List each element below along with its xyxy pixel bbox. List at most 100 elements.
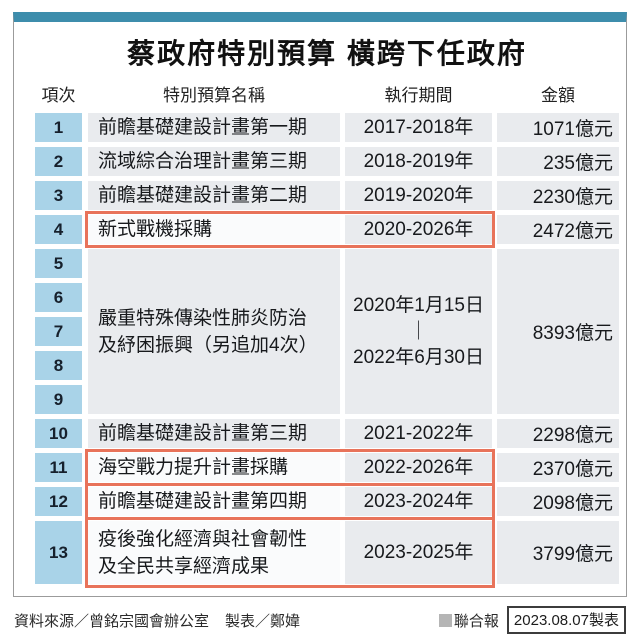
- name-period-group: 前瞻基礎建設計畫第三期 2021-2022年: [88, 419, 492, 448]
- table-row: 12 前瞻基礎建設計畫第四期 2023-2024年 2098億元: [35, 483, 619, 520]
- budget-name-line: 前瞻基礎建設計畫第四期: [98, 491, 308, 512]
- execution-period-line: 2020年1月15日: [353, 294, 484, 316]
- budget-name-line: 及紓困振興（另追加4次）: [98, 334, 318, 356]
- name-period-group: 新式戰機採購 2020-2026年: [85, 211, 495, 248]
- row-number-cell: 9: [35, 385, 82, 414]
- table-row: 13 疫後強化經濟與社會韌性 及全民共享經濟成果 2023-2025年 3799億元: [35, 517, 619, 588]
- row-number-column: 3: [35, 181, 82, 210]
- table-row: 5 6 7 8 9 嚴重特殊傳染性肺炎防治 及紓困振興（另追加4次） 2020年1月15日｜ 2…: [35, 249, 619, 414]
- budget-name-line: 嚴重特殊傳染性肺炎防治: [98, 307, 308, 329]
- header-execution-period: 執行期間: [384, 86, 453, 105]
- budget-name-cell: 前瞻基礎建設計畫第三期: [88, 419, 340, 448]
- table-row: 3 前瞻基礎建設計畫第二期 2019-2020年 2230億元: [35, 181, 619, 210]
- header-budget-name: 特別預算名稱: [163, 86, 265, 105]
- name-period-group: 流域綜合治理計畫第三期 2018-2019年: [88, 147, 492, 176]
- brand-name: 聯合報: [453, 612, 499, 630]
- budget-name-cell: 流域綜合治理計畫第三期: [88, 147, 340, 176]
- budget-name-line: 前瞻基礎建設計畫第二期: [98, 185, 308, 206]
- execution-period-line: 2019-2020年: [363, 184, 474, 206]
- row-number-column: 4: [35, 215, 82, 244]
- execution-period-cell: 2021-2022年: [345, 419, 492, 448]
- date-box: 2023.08.07製表: [506, 606, 626, 634]
- name-period-group: 疫後強化經濟與社會韌性 及全民共享經濟成果 2023-2025年: [85, 517, 495, 588]
- name-period-group: 前瞻基礎建設計畫第二期 2019-2020年: [88, 181, 492, 210]
- budget-name-cell: 前瞻基礎建設計畫第一期: [88, 113, 340, 142]
- execution-period-cell: 2022-2026年: [345, 453, 492, 482]
- row-number-column: 5 6 7 8 9: [35, 249, 82, 414]
- table-row: 2 流域綜合治理計畫第三期 2018-2019年 235億元: [35, 147, 619, 176]
- execution-period-cell: 2023-2024年: [345, 487, 492, 516]
- header-amount: 金額: [541, 86, 575, 105]
- amount-cell: 8393億元: [497, 249, 619, 414]
- amount-cell: 2098億元: [497, 487, 619, 516]
- amount-cell: 2472億元: [497, 215, 619, 244]
- row-number-cell: 2: [35, 147, 82, 176]
- execution-period-line: 2020-2026年: [363, 218, 474, 240]
- budget-name-line: 疫後強化經濟與社會韌性: [98, 528, 308, 550]
- execution-period-cell: 2018-2019年: [345, 147, 492, 176]
- execution-period-cell: 2023-2025年: [345, 521, 492, 584]
- row-number-column: 1: [35, 113, 82, 142]
- execution-period-cell: 2020-2026年: [345, 215, 492, 244]
- row-number-cell: 3: [35, 181, 82, 210]
- budget-name-cell: 嚴重特殊傳染性肺炎防治 及紓困振興（另追加4次）: [88, 249, 340, 414]
- name-period-group: 海空戰力提升計畫採購 2022-2026年: [85, 449, 495, 486]
- execution-period-line: 2023-2024年: [363, 490, 474, 512]
- execution-period-line: 2022-2026年: [363, 456, 474, 478]
- execution-period-line: 2018-2019年: [363, 150, 474, 172]
- execution-period-line: 2023-2025年: [363, 541, 474, 563]
- execution-period-line: 2017-2018年: [363, 116, 474, 138]
- row-number-cell: 7: [35, 317, 82, 346]
- amount-cell: 1071億元: [497, 113, 619, 142]
- name-period-group: 前瞻基礎建設計畫第一期 2017-2018年: [88, 113, 492, 142]
- budget-name-line: 海空戰力提升計畫採購: [98, 457, 289, 478]
- budget-name-cell: 新式戰機採購: [88, 215, 340, 244]
- budget-name-line: 新式戰機採購: [98, 219, 213, 240]
- execution-period-cell: 2020年1月15日 ｜ 2022年6月30日: [345, 249, 492, 414]
- table-row: 1 前瞻基礎建設計畫第一期 2017-2018年 1071億元: [35, 113, 619, 142]
- amount-cell: 2298億元: [497, 419, 619, 448]
- maker-text: 製表／鄭媁: [225, 612, 301, 630]
- row-number-cell: 11: [35, 453, 82, 482]
- execution-period-line: 2022年6月30日: [353, 346, 484, 368]
- row-number-cell: 13: [35, 521, 82, 584]
- amount-cell: 2230億元: [497, 181, 619, 210]
- row-number-column: 10: [35, 419, 82, 448]
- budget-name-line: 前瞻基礎建設計畫第三期: [98, 423, 308, 444]
- infographic-page: 蔡政府特別預算 橫跨下任政府 項次 特別預算名稱 執行期間 金額 1 前瞻基礎建設…: [13, 12, 627, 634]
- header-item-number: 項次: [41, 86, 76, 105]
- budget-name-cell: 前瞻基礎建設計畫第四期: [88, 487, 340, 516]
- row-number-cell: 5: [35, 249, 82, 278]
- budget-name-cell: 海空戰力提升計畫採購: [88, 453, 340, 482]
- budget-name-line: 及全民共享經濟成果: [98, 555, 270, 577]
- page-title: 蔡政府特別預算 橫跨下任政府: [127, 38, 527, 69]
- row-number-cell: 8: [35, 351, 82, 380]
- table-row: 10 前瞻基礎建設計畫第三期 2021-2022年 2298億元: [35, 419, 619, 448]
- table-header-row: 項次 特別預算名稱 執行期間 金額: [35, 81, 619, 106]
- budget-table-body: 1 前瞻基礎建設計畫第一期 2017-2018年 1071億元 2 流域綜合治理計畫第三期…: [35, 113, 619, 588]
- execution-period-cell: 2019-2020年: [345, 181, 492, 210]
- execution-period-cell: 2017-2018年: [345, 113, 492, 142]
- amount-cell: 2370億元: [497, 453, 619, 482]
- row-number-cell: 6: [35, 283, 82, 312]
- budget-name-cell: 疫後強化經濟與社會韌性 及全民共享經濟成果: [88, 521, 340, 584]
- name-period-group: 前瞻基礎建設計畫第四期 2023-2024年: [85, 483, 495, 520]
- row-number-cell: 12: [35, 487, 82, 516]
- name-period-group: 嚴重特殊傳染性肺炎防治 及紓困振興（另追加4次） 2020年1月15日 ｜ 2022年6…: [88, 249, 492, 414]
- budget-name-line: 前瞻基礎建設計畫第一期: [98, 117, 308, 138]
- execution-period-line: ｜: [408, 320, 428, 342]
- table-row: 11 海空戰力提升計畫採購 2022-2026年 2370億元: [35, 449, 619, 486]
- row-number-cell: 1: [35, 113, 82, 142]
- brand-square-icon: [438, 613, 452, 627]
- table-row: 4 新式戰機採購 2020-2026年 2472億元: [35, 211, 619, 248]
- row-number-column: 12: [35, 487, 82, 516]
- row-number-column: 2: [35, 147, 82, 176]
- row-number-column: 13: [35, 521, 82, 584]
- budget-name-line: 流域綜合治理計畫第三期: [98, 151, 308, 172]
- budget-table-card: 蔡政府特別預算 橫跨下任政府 項次 特別預算名稱 執行期間 金額 1 前瞻基礎建設…: [13, 12, 627, 597]
- row-number-cell: 10: [35, 419, 82, 448]
- row-number-cell: 4: [35, 215, 82, 244]
- amount-cell: 3799億元: [497, 521, 619, 584]
- footer: 資料來源／曾銘宗國會辦公室 製表／鄭媁 聯合報 2023.08.07製表: [13, 606, 627, 634]
- budget-name-cell: 前瞻基礎建設計畫第二期: [88, 181, 340, 210]
